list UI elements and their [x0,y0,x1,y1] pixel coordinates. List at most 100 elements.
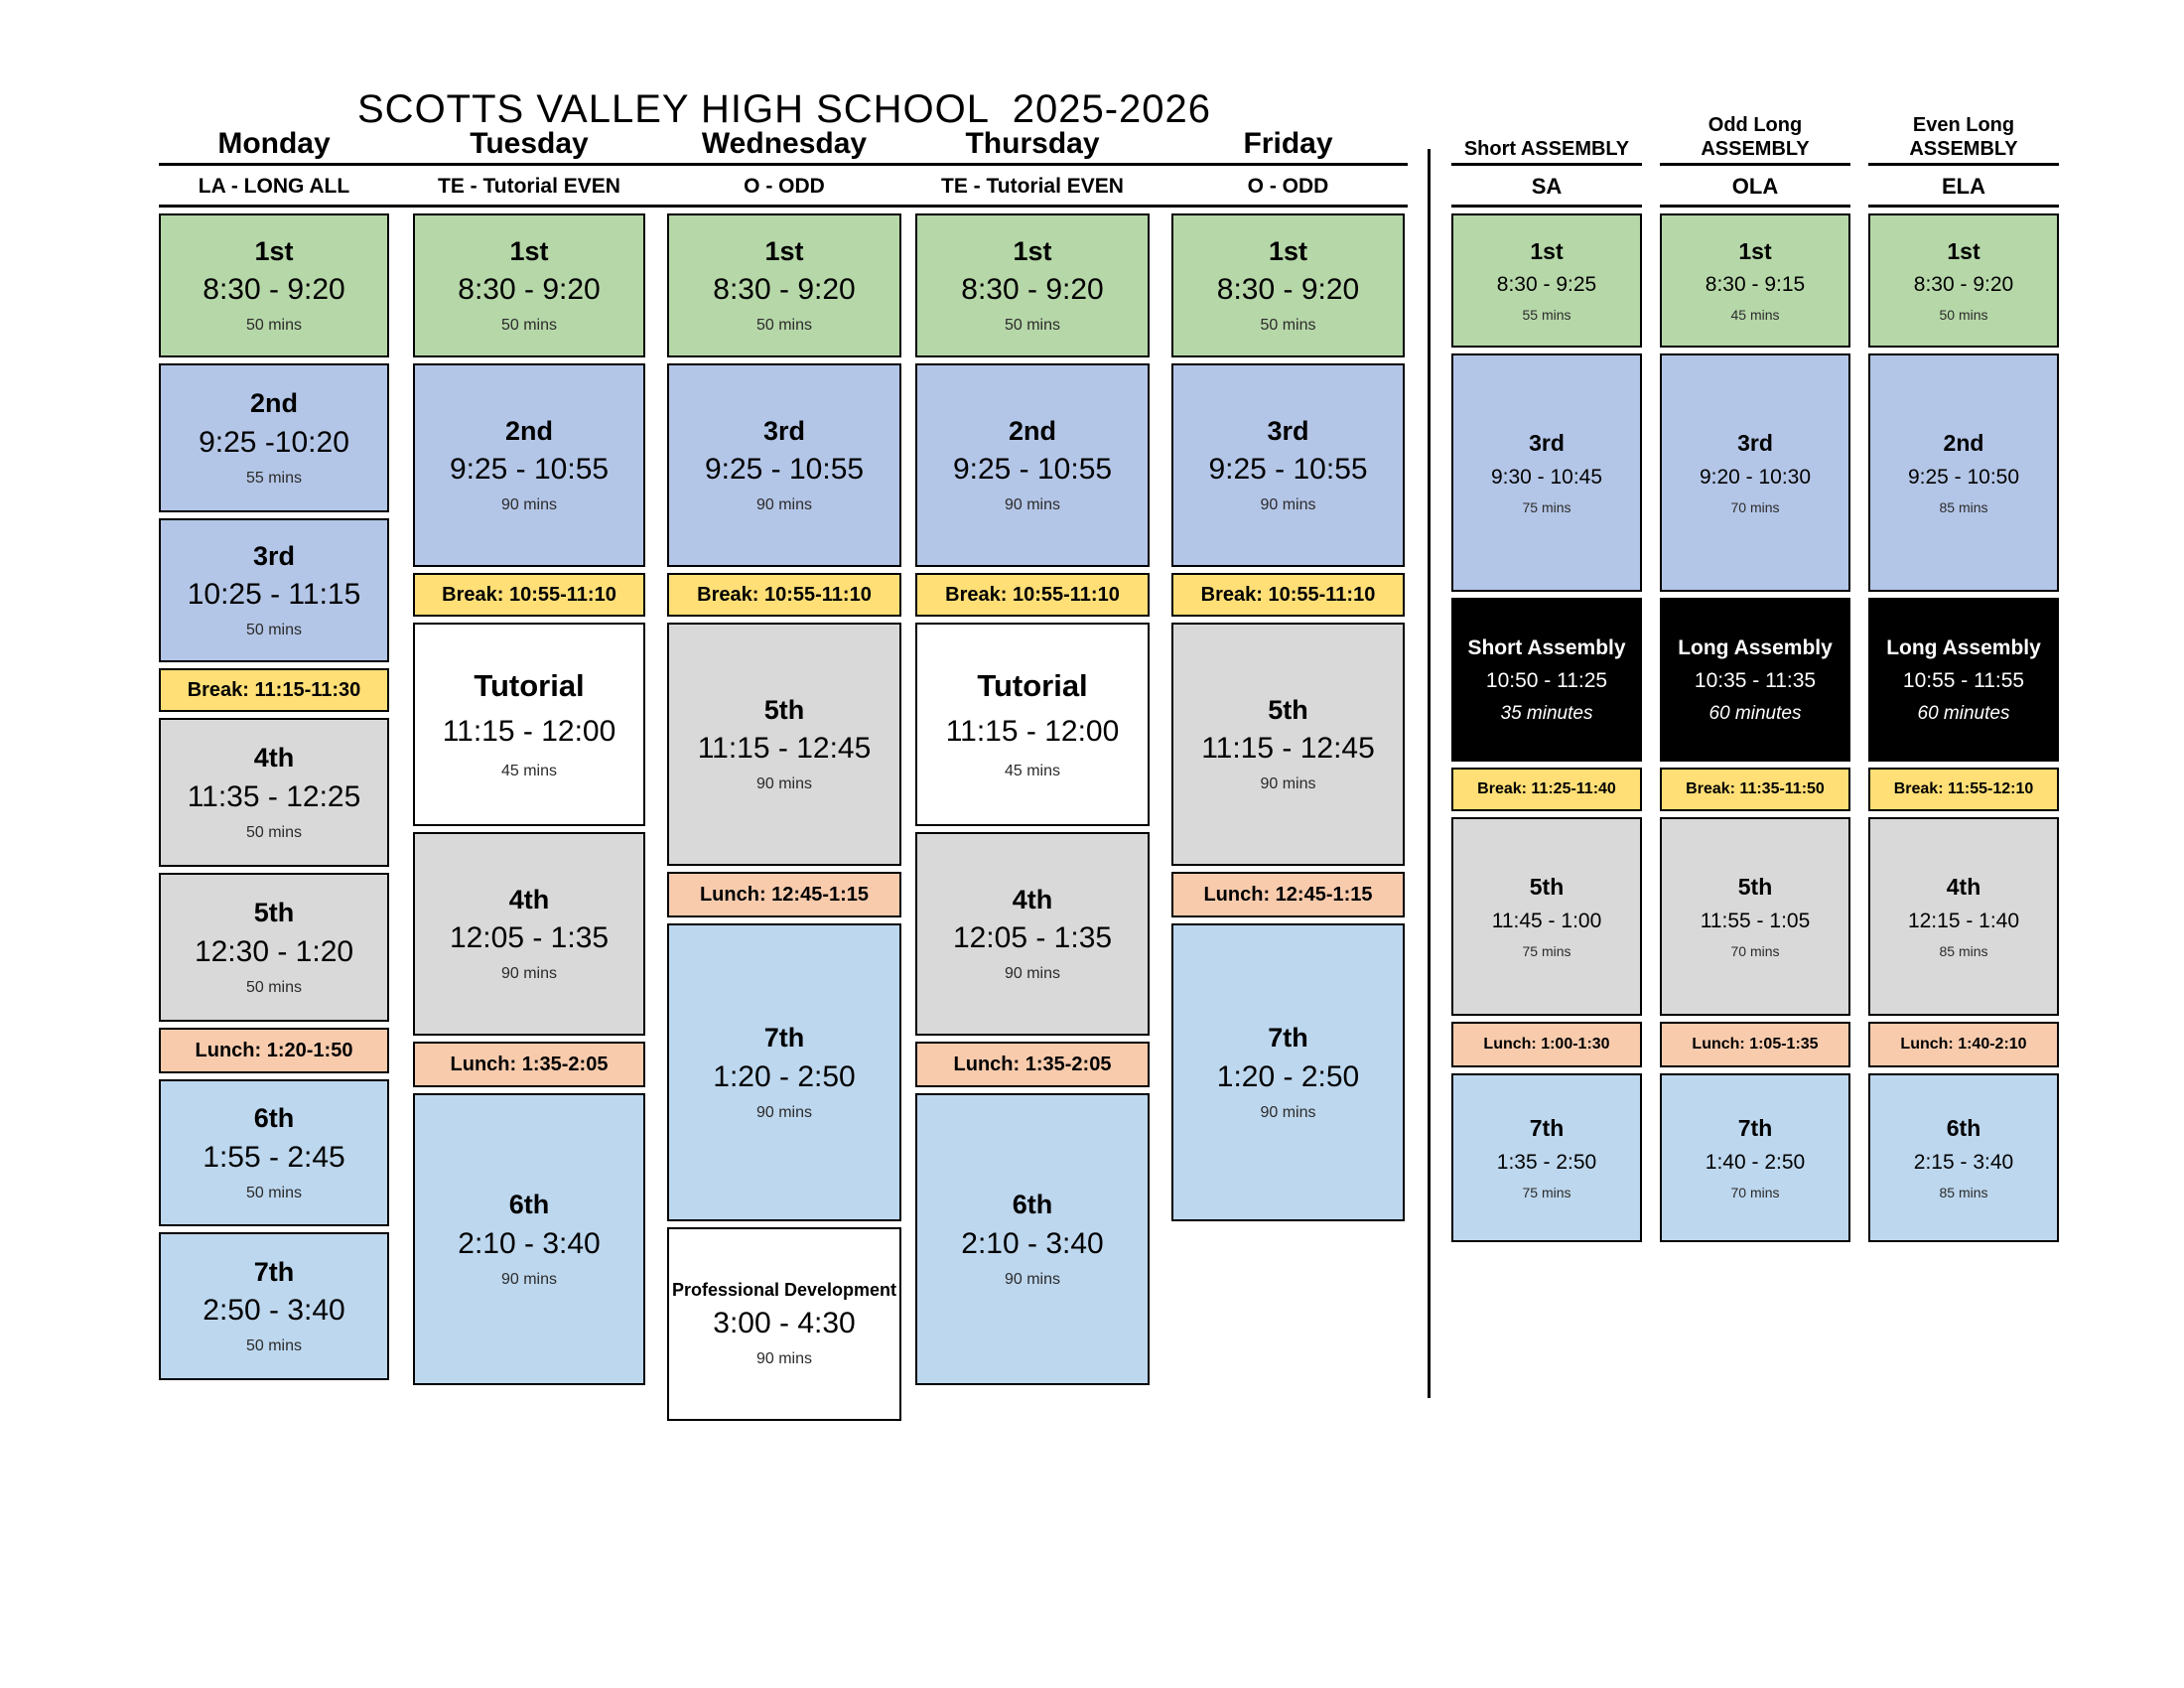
friday-header: Friday [1171,107,1405,161]
period-label: Tutorial [474,667,585,703]
tuesday-1st: 1st 8:30 - 9:20 50 mins [413,213,645,357]
column-tuesday: 1st 8:30 - 9:20 50 mins 2nd 9:25 - 10:55 90 m… [413,213,645,1391]
tuesday-6th: 6th 2:10 - 3:40 90 mins [413,1093,645,1385]
monday-day-name: Monday [217,127,331,160]
monday-schedule-code: LA - LONG ALL [198,175,350,198]
wednesday-break-10-55-11-10: Break: 10:55-11:10 [667,573,901,617]
tuesday-lunch-1-35-2-05: Lunch: 1:35-2:05 [413,1042,645,1087]
time-range: 10:55 - 11:55 [1902,669,2025,692]
ola-lunch-1-05-1-35: Lunch: 1:05-1:35 [1660,1022,1850,1067]
period-label: 7th [253,1256,295,1287]
ola-break-11-35-11-50: Break: 11:35-11:50 [1660,768,1850,811]
period-label: 5th [763,694,805,725]
ola-header-line: ASSEMBLY [1701,138,1810,160]
period-label: 4th [1946,874,1981,901]
sa-schedule-code: SA [1531,174,1563,199]
sa-7th: 7th 1:35 - 2:50 75 mins [1451,1073,1642,1242]
time-range: 8:30 - 9:20 [1913,273,2014,297]
time-range: 12:30 - 1:20 [194,934,354,968]
period-label: 2nd [249,388,298,419]
bar-label: Lunch: 1:40-2:10 [1900,1036,2027,1053]
duration-label: 50 mins [245,1337,303,1355]
period-label: 6th [1946,1115,1981,1142]
tuesday-header: Tuesday [413,107,645,161]
time-range: 11:15 - 12:45 [1201,732,1375,766]
wednesday-day-name: Wednesday [701,127,868,160]
duration-label: 85 mins [1939,1184,1988,1200]
bar-label: Lunch: 1:35-2:05 [953,1053,1112,1075]
ela-header-line: Even Long [1912,114,2015,136]
sa-header-line: Short ASSEMBLY [1463,138,1630,160]
time-range: 9:20 - 10:30 [1699,465,1812,489]
ela-break-11-55-12-10: Break: 11:55-12:10 [1868,768,2059,811]
time-range: 8:30 - 9:20 [458,273,601,307]
duration-label: 90 mins [755,496,813,514]
duration-label: 90 mins [1004,965,1061,983]
column-sa: 1st 8:30 - 9:25 55 mins 3rd 9:30 - 10:45 75 m… [1451,213,1642,1248]
period-label: Long Assembly [1678,635,1833,659]
tuesday-break-10-55-11-10: Break: 10:55-11:10 [413,573,645,617]
period-label: 1st [1738,237,1772,264]
monday-header: Monday [159,107,389,161]
period-label: 6th [1012,1190,1053,1220]
day-group-rule-2 [159,205,1408,208]
ela-header-line: ASSEMBLY [1909,138,2018,160]
bar-label: Break: 10:55-11:10 [442,583,616,606]
ela-header-rule-2 [1868,205,2059,208]
time-range: 10:50 - 11:25 [1485,669,1608,692]
ola-7th: 7th 1:40 - 2:50 70 mins [1660,1073,1850,1242]
thursday-lunch-1-35-2-05: Lunch: 1:35-2:05 [915,1042,1150,1087]
bar-label: Lunch: 12:45-1:15 [699,883,870,906]
column-friday: 1st 8:30 - 9:20 50 mins 3rd 9:25 - 10:55 90 m… [1171,213,1405,1227]
duration-label: 45 mins [1004,763,1061,780]
ela-4th: 4th 12:15 - 1:40 85 mins [1868,817,2059,1016]
thursday-6th: 6th 2:10 - 3:40 90 mins [915,1093,1150,1385]
time-range: 8:30 - 9:20 [1216,273,1360,307]
friday-lunch-12-45-1-15: Lunch: 12:45-1:15 [1171,872,1405,917]
duration-label: 90 mins [1260,775,1316,793]
time-range: 11:45 - 1:00 [1491,909,1602,932]
sa-header: Short ASSEMBLY [1451,107,1642,161]
period-label: 1st [1268,235,1308,266]
ola-header: Odd Long ASSEMBLY [1660,107,1850,161]
duration-label: 90 mins [1004,496,1061,514]
duration-label: 45 mins [500,763,558,780]
duration-label: 50 mins [1260,317,1316,335]
bar-label: Lunch: 12:45-1:15 [1203,883,1373,906]
duration-label: 70 mins [1730,942,1780,959]
ela-header-rule-1 [1868,163,2059,166]
time-range: 9:25 - 10:55 [704,453,865,487]
bar-label: Lunch: 1:05-1:35 [1692,1036,1819,1053]
monday-1st: 1st 8:30 - 9:20 50 mins [159,213,389,357]
duration-label: 50 mins [245,823,303,841]
period-label: Tutorial [977,667,1088,703]
thursday-4th: 4th 12:05 - 1:35 90 mins [915,832,1150,1036]
column-ola: 1st 8:30 - 9:15 45 mins 3rd 9:20 - 10:30 70 m… [1660,213,1850,1248]
duration-label: 50 mins [245,1184,303,1201]
duration-label: 55 mins [1522,307,1571,324]
time-range: 8:30 - 9:25 [1496,273,1597,297]
column-ela: 1st 8:30 - 9:20 50 mins 2nd 9:25 - 10:50 85 m… [1868,213,2059,1248]
time-range: 9:30 - 10:45 [1490,465,1603,489]
sa-break-11-25-11-40: Break: 11:25-11:40 [1451,768,1642,811]
tuesday-schedule-code: TE - Tutorial EVEN [438,175,620,198]
ela-2nd: 2nd 9:25 - 10:50 85 mins [1868,353,2059,592]
period-label: 2nd [1943,430,1984,457]
duration-label: 50 mins [755,317,813,335]
monday-5th: 5th 12:30 - 1:20 50 mins [159,873,389,1022]
friday-schedule-code: O - ODD [1247,175,1329,198]
friday-break-10-55-11-10: Break: 10:55-11:10 [1171,573,1405,617]
period-label: 7th [1529,1115,1565,1142]
time-range: 1:35 - 2:50 [1496,1150,1597,1174]
period-label: 3rd [1737,430,1773,457]
time-range: 10:35 - 11:35 [1694,669,1817,692]
thursday-header: Thursday [915,107,1150,161]
friday-3rd: 3rd 9:25 - 10:55 90 mins [1171,363,1405,567]
duration-label: 90 mins [755,1350,813,1368]
time-range: 9:25 - 10:50 [1907,465,2020,489]
sa-header-rule-1 [1451,163,1642,166]
duration-label: 55 mins [245,469,303,487]
ela-6th: 6th 2:15 - 3:40 85 mins [1868,1073,2059,1242]
duration-label: 70 mins [1730,498,1780,515]
